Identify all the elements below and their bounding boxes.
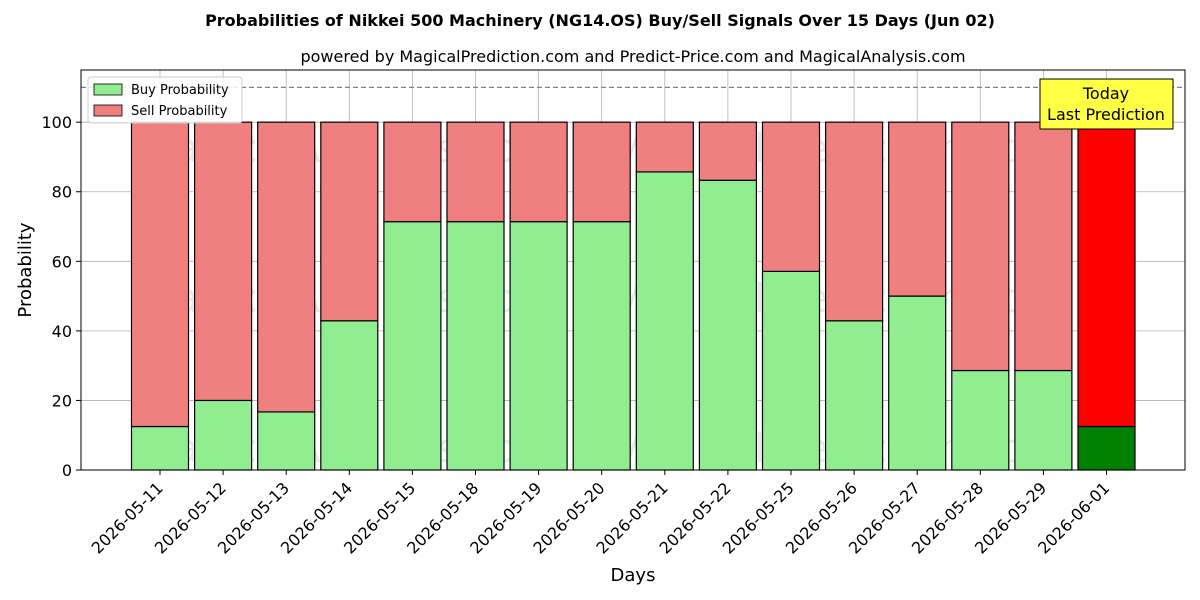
y-axis-label: Probability	[15, 222, 36, 317]
bar-buy-2026-05-13	[257, 411, 316, 471]
bar-buy-2026-05-18	[446, 221, 505, 471]
bar-sell-2026-05-27	[888, 121, 947, 297]
bar-sell-2026-06-01	[1077, 121, 1136, 428]
bar-sell-2026-05-25	[761, 121, 821, 272]
bar-sell-2026-05-18	[446, 121, 505, 223]
bar-buy-2026-06-01	[1077, 425, 1136, 471]
bar-buy-2026-05-27	[888, 295, 947, 471]
bar-buy-2026-05-25	[761, 270, 821, 471]
y-tick-label: 40	[52, 322, 72, 341]
bar-buy-2026-05-29	[1014, 369, 1073, 471]
bar-buy-2026-05-21	[635, 171, 694, 471]
bar-sell-2026-05-19	[509, 121, 568, 223]
bar-sell-2026-05-14	[320, 121, 379, 322]
bar-sell-2026-05-12	[194, 121, 253, 402]
bar-sell-2026-05-21	[635, 121, 694, 173]
today-annotation: Today Last Prediction	[1039, 78, 1174, 130]
bar-sell-2026-05-11	[130, 121, 190, 428]
bar-sell-2026-05-22	[698, 121, 758, 181]
chart-subtitle: powered by MagicalPrediction.com and Pre…	[300, 47, 965, 66]
bar-buy-2026-05-28	[951, 369, 1010, 471]
bar-buy-2026-05-19	[509, 221, 568, 471]
today-annotation-box	[1039, 78, 1174, 130]
plot-area: MagicalAnalysis.comMagicalPrediction.com…	[80, 69, 1186, 472]
legend-label-buy: Buy Probability	[131, 83, 229, 98]
bar-buy-2026-05-20	[572, 221, 631, 471]
y-tick-label: 100	[41, 113, 72, 132]
x-axis: 2026-05-112026-05-122026-05-132026-05-14…	[88, 470, 1113, 558]
bar-buy-2026-05-22	[698, 179, 758, 471]
bar-sell-2026-05-28	[951, 121, 1010, 372]
y-axis: 0 20 40 60 80 100	[41, 113, 81, 480]
legend-label-sell: Sell Probability	[131, 104, 228, 119]
today-annotation-line1: Today	[1082, 84, 1129, 103]
y-tick-label: 0	[62, 461, 72, 480]
y-tick-label: 80	[52, 183, 72, 202]
bar-buy-2026-05-15	[383, 221, 442, 471]
chart-title: Probabilities of Nikkei 500 Machinery (N…	[205, 11, 995, 30]
bar-buy-2026-05-14	[320, 320, 379, 471]
bar-sell-2026-05-15	[383, 121, 442, 223]
legend-box	[87, 76, 243, 124]
today-annotation-line2: Last Prediction	[1047, 105, 1165, 124]
legend: Buy Probability Sell Probability	[87, 76, 243, 124]
plot-frame	[80, 69, 1186, 471]
bar-sell-2026-05-26	[824, 121, 884, 322]
bar-buy-2026-05-12	[194, 399, 253, 471]
bar-buy-2026-05-26	[824, 320, 884, 471]
bars	[130, 121, 1136, 471]
bar-buy-2026-05-11	[130, 425, 190, 471]
legend-swatch-buy	[93, 83, 123, 96]
bar-sell-2026-05-13	[257, 121, 316, 413]
y-tick-label: 20	[52, 391, 72, 410]
bar-sell-2026-05-29	[1014, 121, 1073, 372]
legend-swatch-sell	[93, 104, 123, 117]
x-axis-label: Days	[611, 565, 656, 586]
y-tick-label: 60	[52, 252, 72, 271]
bar-sell-2026-05-20	[572, 121, 631, 223]
